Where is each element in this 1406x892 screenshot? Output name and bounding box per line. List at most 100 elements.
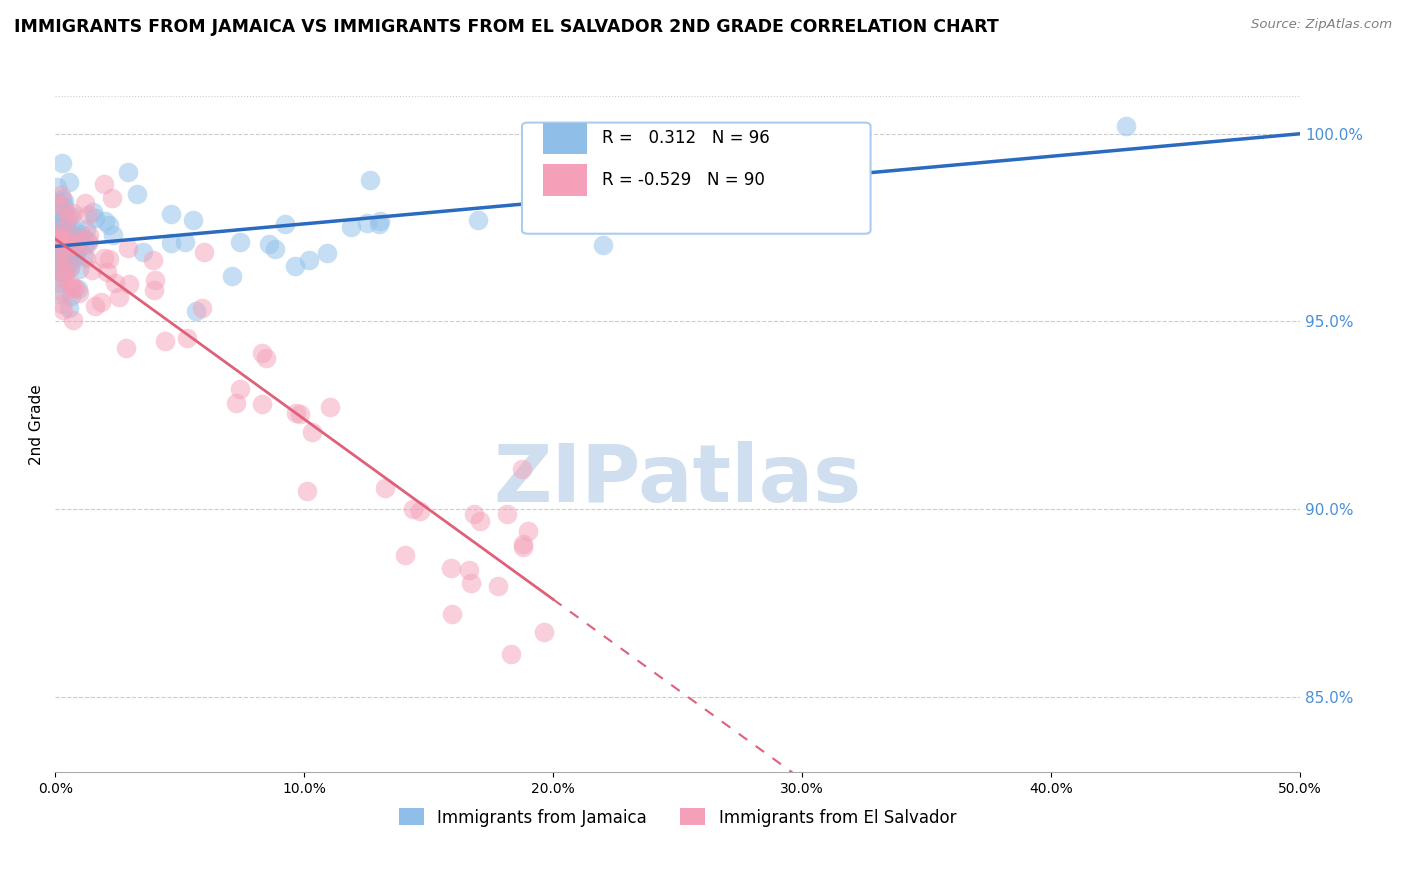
FancyBboxPatch shape	[522, 122, 870, 234]
Point	[159, 207, 181, 221]
Point	[301, 425, 323, 440]
Point	[49, 229, 72, 244]
Point	[49, 188, 72, 202]
Point	[53, 265, 76, 279]
Point	[290, 408, 312, 422]
Point	[63, 247, 86, 261]
Text: IMMIGRANTS FROM JAMAICA VS IMMIGRANTS FROM EL SALVADOR 2ND GRADE CORRELATION CHA: IMMIGRANTS FROM JAMAICA VS IMMIGRANTS FR…	[14, 18, 998, 36]
Point	[440, 607, 463, 621]
Point	[52, 264, 75, 278]
Point	[117, 165, 139, 179]
Point	[48, 231, 70, 245]
Point	[181, 213, 204, 227]
Point	[56, 229, 79, 244]
Point	[257, 237, 280, 252]
Point	[104, 277, 127, 291]
Point	[53, 223, 76, 237]
Point	[59, 260, 82, 274]
Point	[48, 235, 70, 249]
Point	[77, 235, 100, 250]
Point	[284, 260, 307, 274]
Point	[45, 219, 67, 234]
Point	[316, 246, 339, 260]
Point	[45, 196, 67, 211]
Text: R =   0.312   N = 96: R = 0.312 N = 96	[602, 129, 769, 147]
Point	[93, 251, 115, 265]
Point	[58, 176, 80, 190]
Point	[51, 247, 73, 261]
Point	[45, 195, 67, 210]
Point	[90, 294, 112, 309]
Point	[145, 273, 167, 287]
Point	[77, 228, 100, 243]
Point	[45, 179, 67, 194]
Point	[592, 238, 614, 252]
Point	[295, 483, 318, 498]
Point	[51, 240, 73, 254]
Point	[46, 247, 69, 261]
Point	[65, 223, 87, 237]
Point	[49, 200, 72, 214]
Point	[60, 279, 83, 293]
Point	[368, 214, 391, 228]
Point	[319, 400, 342, 414]
Point	[49, 230, 72, 244]
Point	[512, 540, 534, 554]
Point	[264, 242, 287, 256]
Point	[66, 242, 89, 256]
Point	[45, 215, 67, 229]
Point	[117, 241, 139, 255]
Point	[58, 235, 80, 250]
Point	[55, 253, 77, 268]
Point	[49, 247, 72, 261]
Point	[46, 268, 69, 282]
Point	[374, 481, 396, 495]
Point	[501, 647, 523, 661]
Point	[46, 227, 69, 242]
Point	[460, 576, 482, 591]
Point	[45, 242, 67, 256]
Point	[101, 227, 124, 242]
Point	[55, 208, 77, 222]
Point	[62, 206, 84, 220]
Text: Source: ZipAtlas.com: Source: ZipAtlas.com	[1251, 18, 1392, 31]
Y-axis label: 2nd Grade: 2nd Grade	[30, 384, 44, 465]
Point	[59, 244, 82, 259]
Point	[94, 213, 117, 227]
Point	[84, 211, 107, 225]
Point	[45, 251, 67, 265]
Point	[117, 277, 139, 292]
Point	[96, 265, 118, 279]
Point	[52, 272, 75, 286]
Point	[340, 220, 363, 235]
Point	[59, 260, 82, 275]
Point	[229, 383, 252, 397]
Point	[193, 245, 215, 260]
Point	[97, 218, 120, 232]
Point	[67, 262, 90, 277]
Point	[58, 301, 80, 315]
Point	[62, 313, 84, 327]
Point	[368, 217, 391, 231]
Point	[56, 219, 79, 234]
Point	[51, 243, 73, 257]
Point	[52, 285, 75, 299]
Point	[53, 237, 76, 252]
Point	[51, 243, 73, 257]
Point	[100, 191, 122, 205]
Point	[229, 235, 252, 249]
Point	[45, 228, 67, 243]
Point	[56, 259, 79, 273]
Point	[97, 252, 120, 267]
Point	[496, 508, 519, 522]
Legend: Immigrants from Jamaica, Immigrants from El Salvador: Immigrants from Jamaica, Immigrants from…	[392, 802, 963, 833]
Point	[48, 211, 70, 226]
Point	[76, 208, 98, 222]
FancyBboxPatch shape	[543, 164, 586, 195]
Text: R = -0.529   N = 90: R = -0.529 N = 90	[602, 171, 765, 189]
Point	[510, 462, 533, 476]
Point	[60, 230, 83, 244]
FancyBboxPatch shape	[543, 122, 586, 153]
Point	[52, 302, 75, 317]
Point	[51, 192, 73, 206]
